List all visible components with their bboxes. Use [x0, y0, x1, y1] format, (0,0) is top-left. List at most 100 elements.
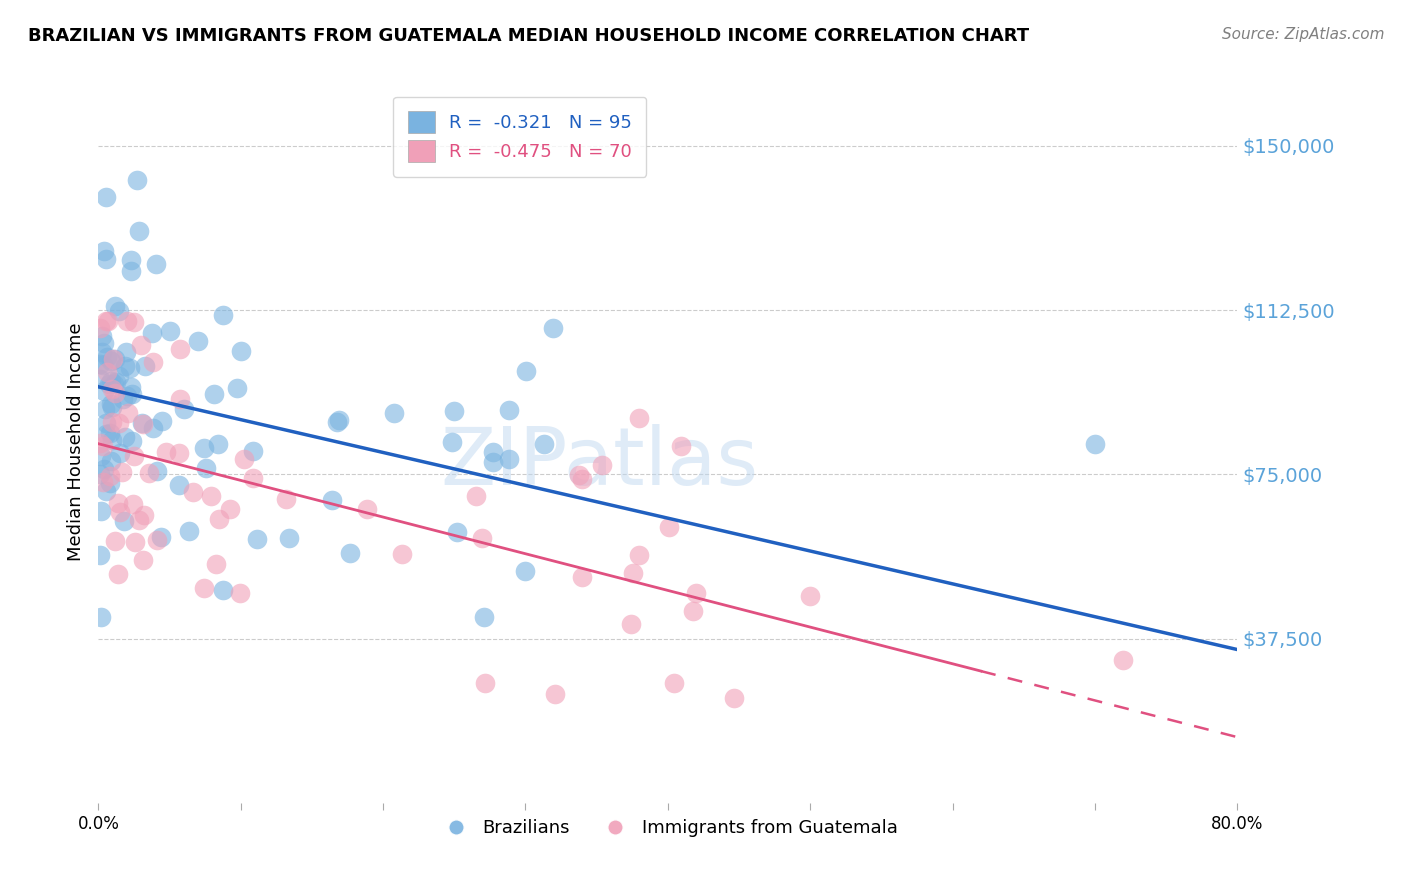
Point: [103, 377, 125, 392]
Point: [200, 489, 222, 503]
Point: [100, 354, 122, 368]
Point: [89, 436, 111, 450]
Point: [111, 392, 134, 406]
Point: [472, 609, 495, 624]
Point: [326, 415, 349, 429]
Point: [114, 359, 136, 374]
Point: [321, 493, 343, 508]
Point: [104, 385, 127, 400]
Point: [481, 445, 503, 459]
Point: [169, 342, 191, 356]
Text: BRAZILIAN VS IMMIGRANTS FROM GUATEMALA MEDIAN HOUSEHOLD INCOME CORRELATION CHART: BRAZILIAN VS IMMIGRANTS FROM GUATEMALA M…: [28, 27, 1029, 45]
Point: [104, 299, 127, 313]
Point: [246, 532, 269, 546]
Point: [142, 421, 165, 435]
Point: [145, 257, 167, 271]
Point: [138, 467, 160, 481]
Point: [104, 375, 127, 389]
Point: [89, 372, 111, 386]
Point: [232, 451, 254, 466]
Point: [117, 406, 139, 420]
Point: [159, 324, 181, 338]
Point: [1112, 653, 1135, 667]
Y-axis label: Median Household Income: Median Household Income: [66, 322, 84, 561]
Point: [1084, 436, 1107, 450]
Point: [94, 401, 117, 416]
Text: ZIPatlas: ZIPatlas: [440, 425, 759, 502]
Point: [131, 416, 153, 430]
Point: [328, 413, 350, 427]
Point: [339, 546, 361, 560]
Point: [682, 604, 704, 618]
Point: [142, 355, 165, 369]
Point: [193, 441, 215, 455]
Point: [382, 407, 405, 421]
Point: [194, 461, 217, 475]
Point: [128, 224, 150, 238]
Point: [212, 582, 235, 597]
Point: [98, 475, 121, 490]
Point: [93, 384, 115, 399]
Point: [134, 508, 156, 523]
Point: [204, 386, 226, 401]
Point: [229, 586, 252, 600]
Point: [100, 374, 122, 388]
Legend: Brazilians, Immigrants from Guatemala: Brazilians, Immigrants from Guatemala: [430, 812, 905, 845]
Point: [446, 525, 468, 540]
Point: [131, 417, 153, 432]
Point: [533, 437, 555, 451]
Point: [481, 454, 503, 468]
Point: [111, 465, 134, 479]
Point: [229, 344, 252, 359]
Point: [124, 315, 146, 329]
Point: [134, 359, 156, 373]
Point: [277, 532, 299, 546]
Point: [96, 416, 118, 430]
Point: [129, 338, 152, 352]
Point: [124, 449, 146, 463]
Point: [211, 309, 233, 323]
Point: [627, 548, 650, 562]
Point: [620, 617, 643, 632]
Point: [225, 381, 247, 395]
Point: [799, 590, 821, 604]
Point: [440, 435, 463, 450]
Point: [115, 389, 138, 403]
Point: [100, 415, 122, 429]
Point: [592, 458, 614, 473]
Point: [91, 475, 114, 490]
Point: [543, 321, 565, 335]
Point: [107, 567, 129, 582]
Point: [205, 557, 228, 571]
Point: [120, 252, 142, 267]
Point: [167, 478, 190, 492]
Point: [89, 548, 111, 562]
Point: [207, 437, 229, 451]
Point: [107, 496, 129, 510]
Point: [98, 426, 121, 441]
Point: [108, 369, 131, 384]
Point: [104, 351, 127, 366]
Point: [242, 471, 264, 485]
Point: [669, 439, 692, 453]
Point: [121, 434, 143, 448]
Point: [121, 387, 143, 401]
Point: [108, 416, 131, 430]
Point: [568, 467, 591, 482]
Point: [723, 691, 745, 706]
Point: [146, 533, 169, 547]
Point: [104, 533, 127, 548]
Point: [89, 320, 111, 334]
Point: [571, 472, 593, 486]
Point: [97, 314, 120, 328]
Point: [89, 467, 111, 481]
Point: [658, 520, 681, 534]
Point: [89, 357, 111, 371]
Point: [90, 504, 112, 518]
Point: [128, 512, 150, 526]
Point: [98, 468, 121, 483]
Point: [543, 687, 565, 701]
Point: [117, 314, 139, 328]
Point: [100, 400, 122, 414]
Point: [571, 570, 593, 584]
